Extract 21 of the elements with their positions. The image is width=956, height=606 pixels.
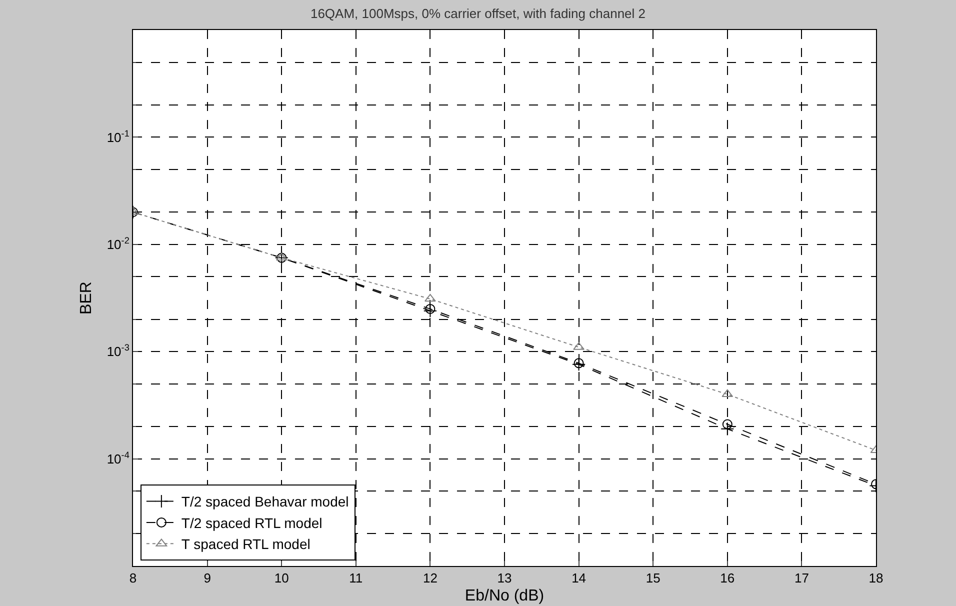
x-tick-label: 15 [646, 570, 660, 586]
x-tick-label: 9 [204, 570, 211, 586]
x-tick-label: 12 [422, 570, 438, 586]
x-tick-label: 17 [794, 570, 809, 586]
legend-label: T spaced RTL model [181, 536, 310, 552]
y-tick-label: 10$^{-2}$ [106, 235, 130, 252]
x-tick-label: 14 [572, 570, 586, 586]
x-tick-label: 10 [274, 570, 289, 586]
legend-label: T/2 spaced Behavar model [181, 494, 349, 510]
x-tick-label: 16 [720, 570, 735, 586]
x-tick-label: 11 [349, 570, 363, 586]
x-tick-label: 8 [129, 570, 137, 586]
y-tick-label: 10$^{-3}$ [106, 342, 130, 360]
chart-title: 16QAM, 100Msps, 0% carrier offset, with fading channel 2 [310, 6, 646, 22]
x-axis-title: Eb/No (dB) [464, 587, 544, 604]
y-tick-label: 10$^{-4}$ [106, 450, 130, 466]
x-tick-label: 18 [868, 570, 884, 586]
y-tick-label: 10$^{-1}$ [106, 128, 130, 145]
legend-label: T/2 spaced RTL model [181, 514, 322, 531]
x-tick-label: 13 [497, 570, 512, 586]
y-axis-title: BER [78, 282, 95, 314]
